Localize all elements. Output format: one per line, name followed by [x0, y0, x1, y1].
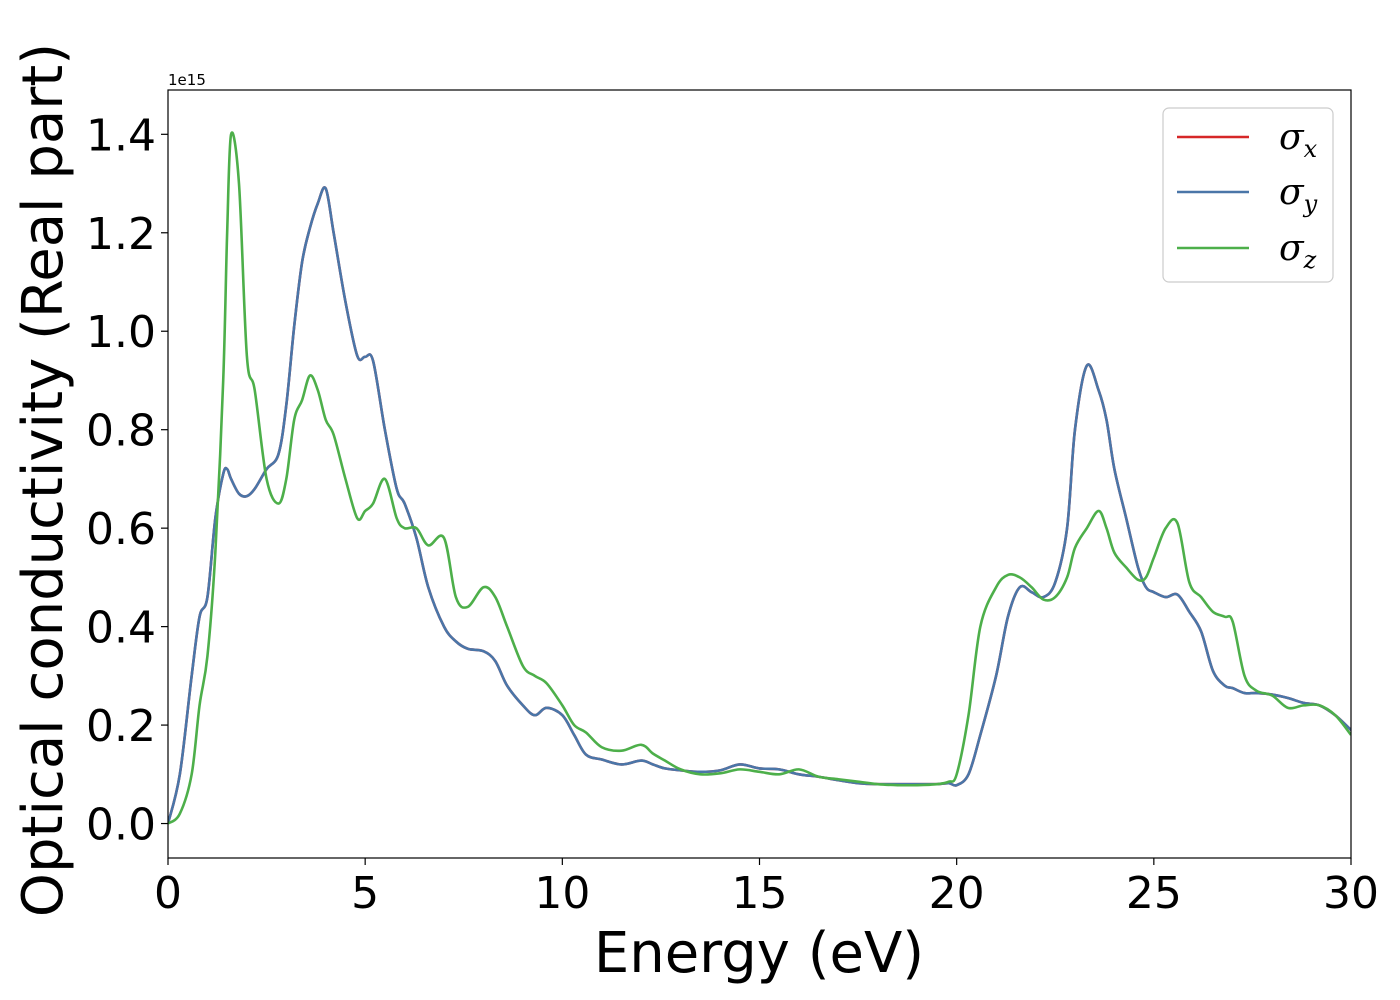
- x-tick-label: 20: [929, 868, 985, 919]
- legend-subscript: x: [1304, 135, 1318, 163]
- x-axis-ticks: 0 5 10 15 20 25 30: [154, 858, 1379, 919]
- plot-background: [168, 90, 1351, 858]
- y-tick-label: 0.4: [86, 603, 156, 654]
- x-tick-label: 30: [1323, 868, 1379, 919]
- x-tick-label: 10: [534, 868, 590, 919]
- x-tick-label: 0: [154, 868, 182, 919]
- y-tick-label: 1.0: [86, 307, 156, 358]
- series-layer: [168, 131, 1351, 825]
- y-offset-label: 1e15: [168, 71, 206, 89]
- legend-label-y: σy: [1279, 172, 1318, 218]
- y-axis-label: Optical conductivity (Real part): [11, 43, 76, 917]
- series-line-z: [168, 131, 1351, 825]
- y-tick-label: 0.2: [86, 701, 156, 752]
- x-tick-label: 15: [732, 868, 788, 919]
- y-tick-label: 0.0: [86, 800, 156, 851]
- y-tick-label: 0.6: [86, 504, 156, 555]
- y-tick-label: 0.8: [86, 406, 156, 457]
- legend-subscript: z: [1303, 246, 1317, 274]
- y-axis-ticks: 0.0 0.2 0.4 0.6 0.8 1.0 1.2 1.4: [86, 110, 168, 851]
- legend-subscript: y: [1303, 190, 1318, 218]
- x-tick-label: 5: [351, 868, 379, 919]
- x-axis-label: Energy (eV): [594, 921, 924, 986]
- y-tick-label: 1.2: [86, 209, 156, 260]
- legend-box: [1162, 107, 1334, 283]
- x-tick-label: 25: [1126, 868, 1182, 919]
- y-tick-label: 1.4: [86, 110, 156, 161]
